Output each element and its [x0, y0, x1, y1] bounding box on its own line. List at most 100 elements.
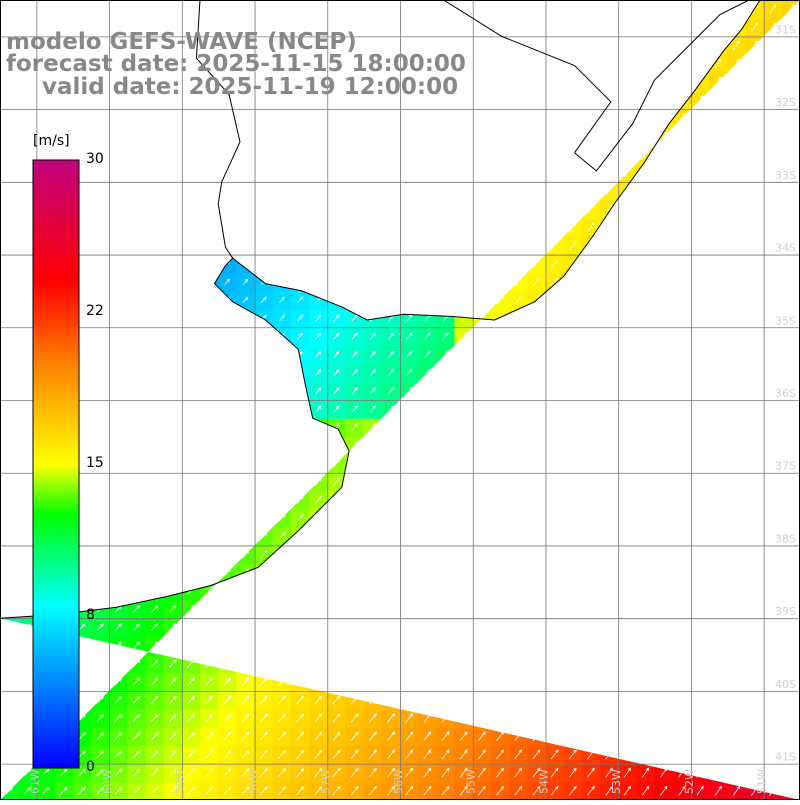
wind-speed-cell [745, 672, 765, 692]
wind-arrow [605, 131, 613, 141]
wind-arrow [587, 694, 595, 705]
wind-arrow [532, 385, 541, 396]
wind-arrow [387, 658, 395, 669]
wind-arrow [477, 767, 486, 778]
wind-speed-cell [363, 618, 383, 637]
wind-arrow [550, 567, 559, 578]
wind-speed-cell [145, 636, 165, 656]
wind-speed-cell [672, 636, 692, 656]
wind-arrow [514, 204, 522, 214]
wind-arrow [278, 622, 286, 632]
wind-arrow [350, 640, 359, 650]
wind-speed-cell [763, 490, 783, 510]
wind-arrow [496, 386, 504, 396]
wind-speed-cell [600, 381, 619, 401]
wind-arrow [787, 440, 795, 451]
wind-speed-cell [545, 763, 565, 783]
wind-speed-cell [763, 581, 783, 601]
wind-speed-cell [181, 0, 201, 19]
wind-speed-cell [145, 218, 165, 237]
wind-speed-cell [254, 381, 274, 401]
wind-arrow [460, 295, 468, 305]
wind-speed-cell [618, 90, 637, 110]
wind-speed-cell [163, 254, 183, 274]
wind-arrow [243, 115, 249, 121]
wind-arrow [314, 513, 322, 523]
wind-arrow [623, 204, 631, 214]
wind-arrow [351, 350, 358, 358]
wind-speed-cell [763, 327, 783, 347]
wind-arrow [333, 368, 340, 377]
wind-arrow [277, 749, 286, 759]
wind-arrow [151, 441, 159, 449]
wind-arrow [260, 423, 268, 431]
wind-speed-cell [563, 509, 583, 528]
wind-arrow [225, 6, 230, 12]
wind-arrow [78, 623, 86, 631]
wind-arrow [297, 169, 303, 176]
wind-arrow [387, 440, 395, 450]
wind-speed-cell [0, 254, 19, 274]
wind-arrow [678, 149, 686, 160]
wind-arrow [41, 786, 50, 795]
wind-speed-cell [654, 400, 674, 419]
wind-speed-cell [618, 290, 637, 310]
wind-arrow [714, 131, 722, 142]
wind-arrow [587, 531, 595, 542]
wind-speed-cell [672, 509, 692, 528]
wind-speed-cell [163, 745, 183, 765]
wind-speed-cell [127, 654, 147, 674]
wind-speed-cell [781, 181, 800, 201]
wind-speed-cell [254, 436, 274, 456]
wind-speed-cell [545, 545, 565, 565]
wind-arrow [460, 204, 468, 214]
wind-arrow [714, 385, 722, 396]
wind-arrow [605, 621, 613, 633]
wind-arrow [441, 694, 450, 705]
wind-arrow [261, 205, 267, 212]
wind-arrow [24, 550, 31, 558]
wind-speed-cell [145, 436, 165, 456]
wind-arrow [660, 331, 668, 342]
wind-arrow [623, 367, 632, 378]
wind-speed-cell [309, 763, 328, 783]
wind-arrow [223, 514, 231, 522]
wind-speed-cell [309, 527, 328, 547]
wind-speed-cell [90, 563, 110, 583]
wind-speed-cell [545, 145, 565, 165]
wind-arrow [150, 732, 159, 741]
wind-arrow [259, 731, 268, 741]
wind-arrow [714, 367, 722, 378]
wind-speed-cell [236, 727, 256, 747]
wind-arrow [623, 640, 632, 651]
wind-speed-cell [600, 763, 619, 783]
wind-arrow [424, 259, 431, 268]
wind-speed-cell [618, 18, 637, 37]
wind-arrow [188, 278, 194, 285]
wind-speed-cell [236, 509, 256, 528]
wind-speed-cell [127, 400, 147, 419]
wind-speed-cell [709, 727, 728, 747]
wind-arrow [132, 677, 141, 686]
wind-arrow [41, 768, 50, 777]
wind-speed-cell [454, 672, 474, 692]
wind-speed-cell [454, 290, 474, 310]
wind-speed-cell [400, 363, 419, 383]
wind-speed-cell [527, 72, 547, 92]
wind-arrow [170, 224, 176, 230]
wind-arrow [660, 494, 668, 505]
wind-arrow [242, 296, 249, 303]
wind-arrow [133, 459, 140, 468]
wind-speed-cell [90, 745, 110, 765]
wind-arrow [496, 767, 505, 778]
wind-speed-cell [436, 527, 456, 547]
wind-arrow [751, 749, 759, 760]
wind-arrow [206, 314, 212, 322]
wind-arrow [96, 441, 104, 449]
wind-arrow [569, 204, 577, 214]
wind-speed-cell [709, 309, 728, 328]
wind-speed-cell [563, 527, 583, 547]
wind-speed-cell [254, 181, 274, 201]
wind-arrow [569, 403, 577, 414]
wind-speed-cell [436, 145, 456, 165]
